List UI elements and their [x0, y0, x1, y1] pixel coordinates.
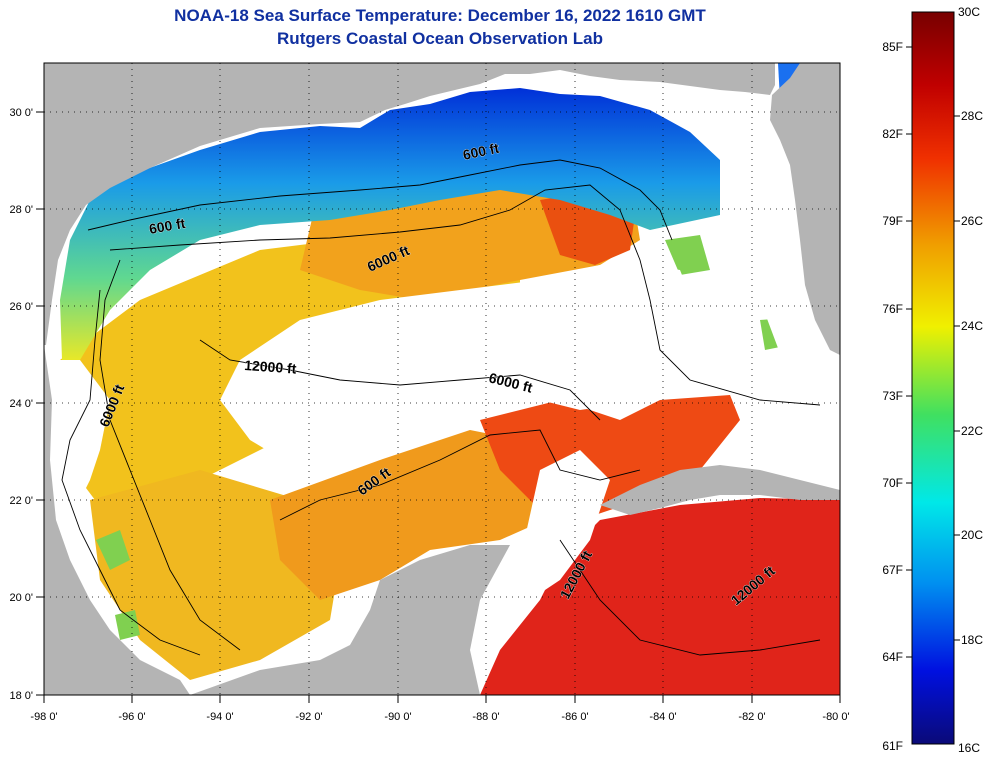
x-tick-label: -90 0': [384, 711, 411, 723]
contour-6000ft-north: [109, 184, 821, 406]
colorbar-gradient: [911, 11, 955, 745]
contour-12000ft: [199, 339, 601, 421]
colorbar-c-label: 30C: [958, 5, 980, 19]
contour-label: 12000 ft: [244, 357, 297, 377]
colorbar-c-label: 16C: [958, 741, 980, 755]
sst-cool-north: [60, 88, 720, 360]
colorbar-c-label: 26C: [961, 214, 983, 228]
colorbar-f-label: 64F: [882, 650, 903, 664]
y-tick-label: 22 0': [9, 495, 33, 507]
y-tick-label: 28 0': [9, 204, 33, 216]
y-tick-label: 26 0': [9, 301, 33, 313]
colorbar-f-label: 79F: [882, 214, 903, 228]
sst-orange-gulf: [270, 430, 545, 600]
contour-600ft-north: [87, 159, 673, 241]
x-tick-label: -88 0': [472, 711, 499, 723]
colorbar-f-label: 70F: [882, 476, 903, 490]
clouds-west: [50, 360, 110, 520]
graticule: [44, 63, 840, 695]
contour-600ft-yucatan: [279, 429, 641, 521]
y-axis-labels: 18 0' 20 0' 22 0' 24 0' 26 0' 28 0' 30 0…: [9, 107, 33, 702]
colorbar-c-label: 22C: [961, 424, 983, 438]
clouds-central: [220, 260, 720, 470]
y-tick-label: 24 0': [9, 398, 33, 410]
contour-label: 600 ft: [148, 215, 187, 237]
bathymetry-contours: [61, 159, 821, 656]
colorbar-f-label: 82F: [882, 127, 903, 141]
sst-red-caribbean: [480, 498, 840, 695]
contour-shelf-west: [99, 259, 241, 651]
x-tick-label: -94 0': [206, 711, 233, 723]
x-tick-label: -92 0': [295, 711, 322, 723]
y-tick-label: 18 0': [9, 690, 33, 702]
colorbar-f-label: 73F: [882, 389, 903, 403]
land-north-america: [44, 63, 775, 345]
land-florida: [770, 63, 840, 355]
contour-label: 600 ft: [461, 140, 500, 163]
map-title: NOAA-18 Sea Surface Temperature: Decembe…: [174, 6, 706, 25]
x-axis-labels: -98 0' -96 0' -94 0' -92 0' -90 0' -88 0…: [30, 711, 849, 723]
y-tick-label: 20 0': [9, 592, 33, 604]
contour-12000ft-caribbean: [559, 539, 821, 656]
land-mexico-south: [190, 545, 510, 695]
land-cuba: [600, 465, 840, 515]
contour-6000ft-west: [61, 289, 201, 656]
temperature-colorbar: 85F 82F 79F 76F 73F 70F 67F 64F 61F 30C …: [882, 5, 983, 755]
x-tick-label: -86 0': [561, 711, 588, 723]
y-tick-label: 30 0': [9, 107, 33, 119]
x-tick-label: -84 0': [649, 711, 676, 723]
land-mexico-west: [44, 345, 190, 695]
tick-marks: [36, 111, 841, 703]
colorbar-c-label: 18C: [961, 633, 983, 647]
x-tick-label: -82 0': [738, 711, 765, 723]
map-subtitle: Rutgers Coastal Ocean Observation Lab: [277, 29, 603, 48]
map-frame: [43, 62, 841, 696]
colorbar-f-label: 76F: [882, 302, 903, 316]
colorbar-f-label: 67F: [882, 563, 903, 577]
clouds-yucatan: [520, 450, 610, 600]
x-tick-label: -96 0': [118, 711, 145, 723]
x-tick-label: -98 0': [30, 711, 57, 723]
colorbar-c-label: 24C: [961, 319, 983, 333]
colorbar-f-label: 61F: [882, 739, 903, 753]
colorbar-c-label: 20C: [961, 528, 983, 542]
colorbar-c-label: 28C: [961, 109, 983, 123]
map-plot-area: 600 ft 600 ft 6000 ft 12000 ft 6000 ft 6…: [44, 63, 840, 695]
colorbar-f-label: 85F: [882, 40, 903, 54]
x-tick-label: -80 0': [822, 711, 849, 723]
